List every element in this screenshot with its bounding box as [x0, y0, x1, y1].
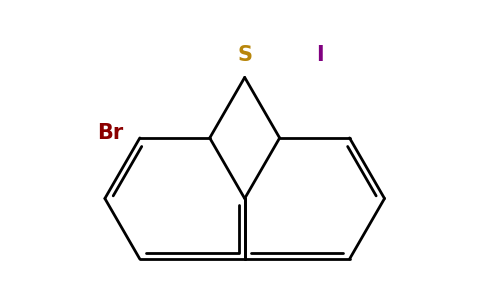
Text: Br: Br — [97, 123, 123, 142]
Text: S: S — [237, 45, 252, 65]
Text: I: I — [316, 45, 324, 65]
